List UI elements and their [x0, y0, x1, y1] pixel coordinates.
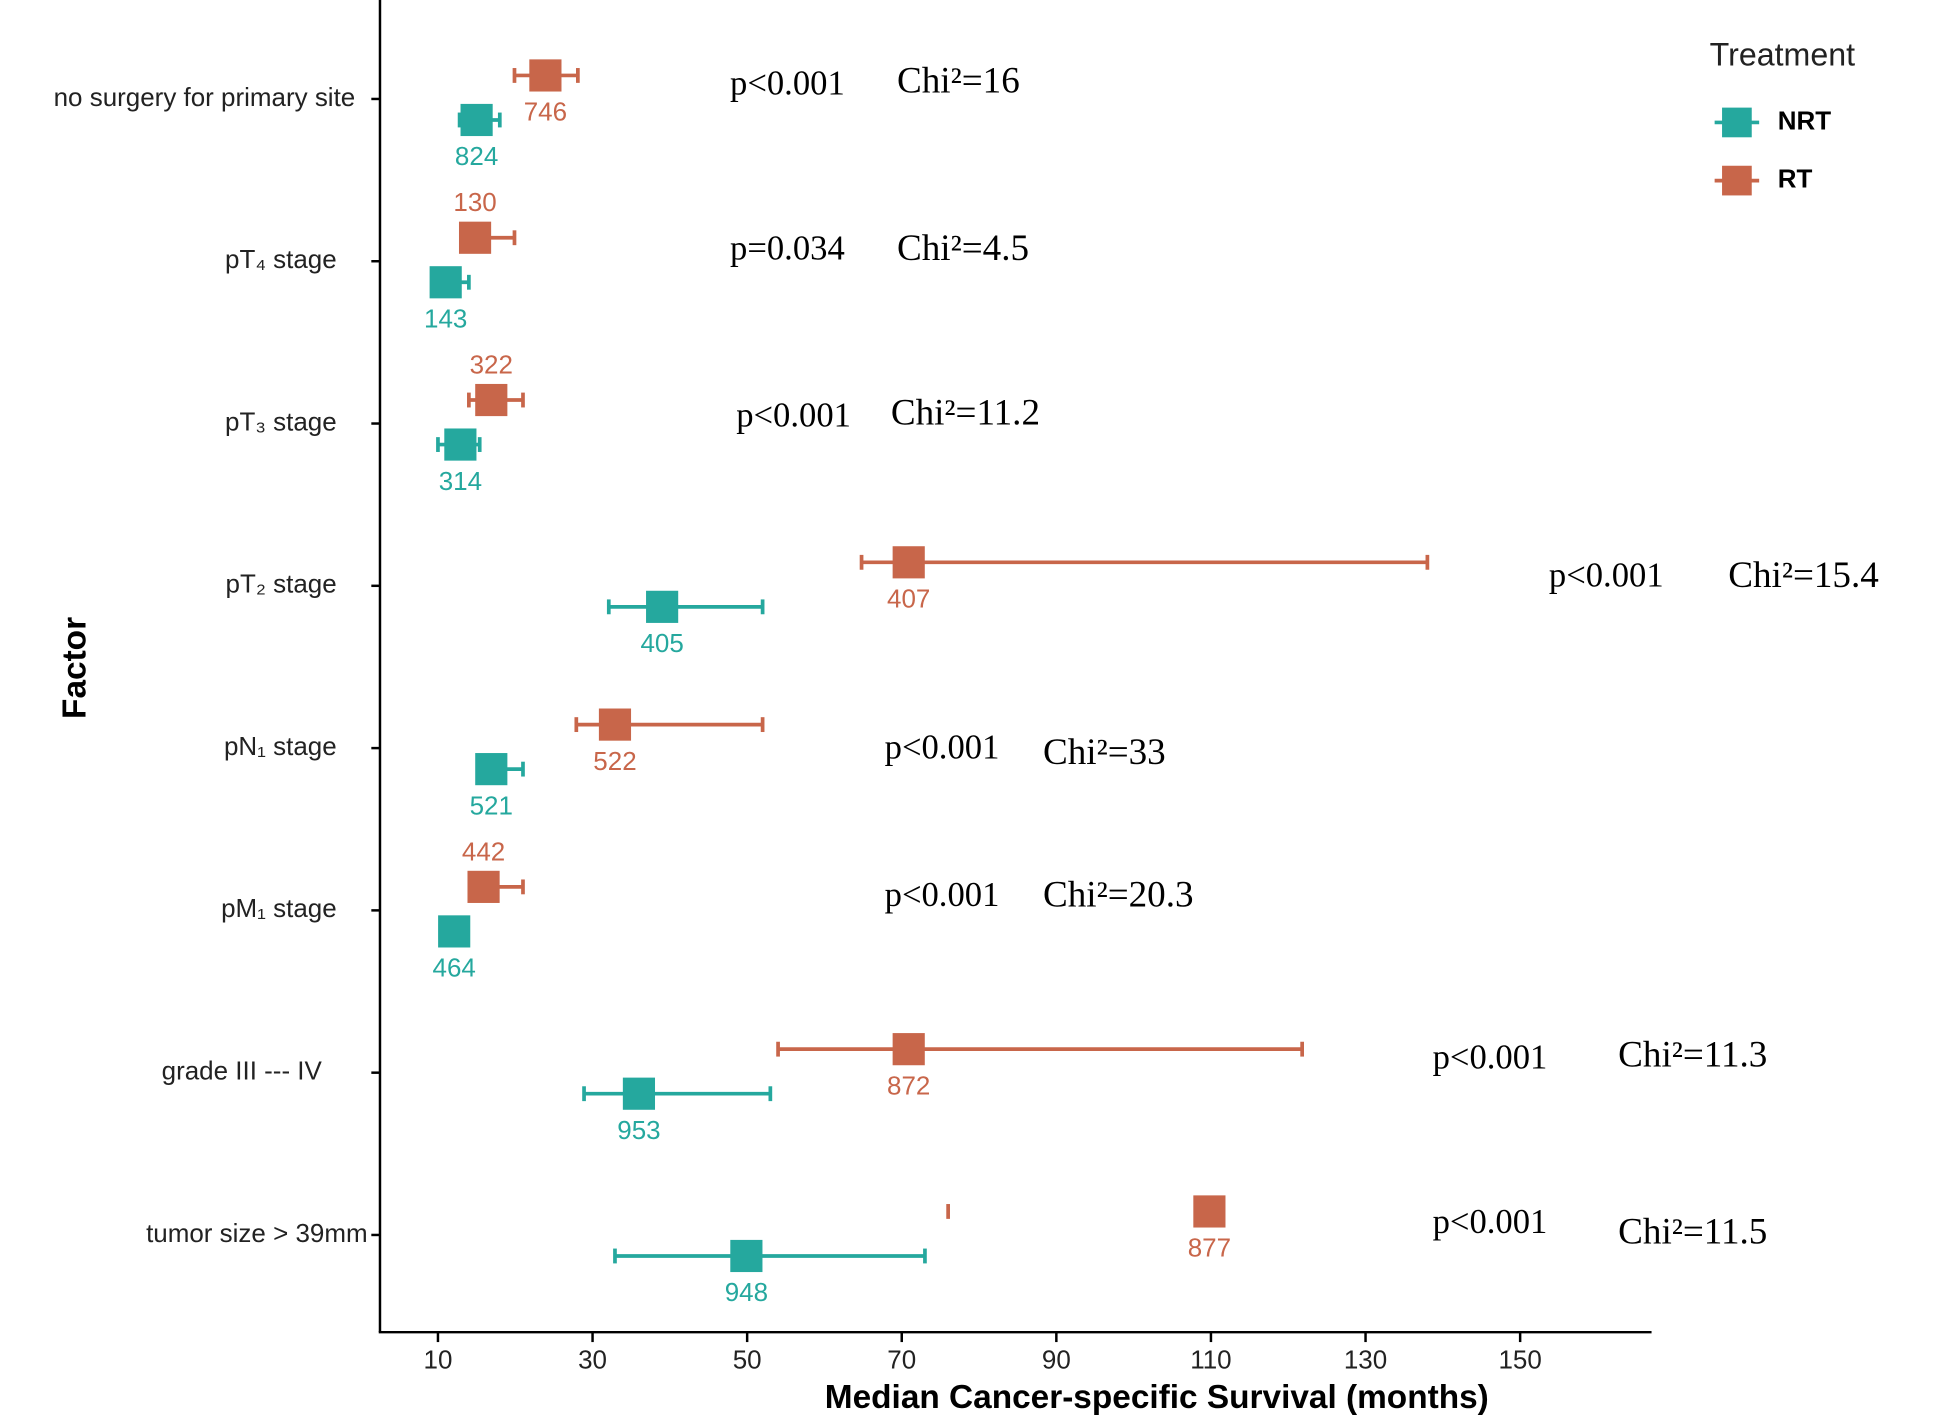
- sample-size-label: 143: [424, 303, 467, 333]
- legend-title: Treatment: [1710, 36, 1855, 72]
- p-value: p<0.001: [885, 729, 1000, 767]
- x-tick-label: 110: [1190, 1345, 1231, 1375]
- y-tick-label: no surgery for primary site: [54, 82, 356, 112]
- chi-square: Chi²=16: [897, 61, 1020, 102]
- x-tick-label: 150: [1498, 1345, 1541, 1375]
- sample-size-label: 442: [462, 836, 505, 866]
- sample-size-label: 522: [593, 746, 636, 776]
- legend-swatch: [1722, 165, 1752, 196]
- chi-square: Chi²=20.3: [1043, 875, 1194, 916]
- sample-size-label: 407: [887, 584, 930, 614]
- median-marker: [622, 1077, 656, 1110]
- median-marker: [475, 383, 508, 417]
- y-tick-label: pT₂ stage: [226, 569, 337, 599]
- chi-square: Chi²=15.4: [1728, 555, 1879, 596]
- median-marker: [475, 753, 508, 786]
- sample-size-label: 521: [470, 790, 513, 820]
- sample-size-label: 405: [640, 628, 683, 658]
- sample-size-label: 464: [433, 953, 476, 983]
- sample-size-label: 746: [524, 97, 567, 127]
- x-tick-label: 30: [578, 1345, 607, 1375]
- median-marker: [1193, 1195, 1226, 1228]
- median-marker: [444, 428, 477, 461]
- median-marker: [529, 59, 562, 92]
- p-value: p<0.001: [1433, 1203, 1548, 1241]
- sample-size-label: 877: [1188, 1233, 1231, 1263]
- sample-size-label: 314: [439, 466, 482, 496]
- median-marker: [460, 103, 493, 137]
- y-tick-label: tumor size > 39mm: [146, 1218, 368, 1248]
- y-tick-label: pT₃ stage: [225, 406, 337, 436]
- chi-square: Chi²=11.5: [1618, 1211, 1767, 1252]
- y-axis-title: Factor: [57, 617, 94, 719]
- chi-square: Chi²=11.2: [891, 393, 1040, 434]
- x-tick-label: 130: [1344, 1345, 1387, 1375]
- x-tick-label: 50: [733, 1345, 762, 1375]
- median-marker: [438, 915, 471, 948]
- median-marker: [458, 221, 492, 254]
- sample-size-label: 322: [470, 349, 513, 379]
- legend-swatch: [1722, 107, 1752, 138]
- median-marker: [646, 590, 679, 623]
- sample-size-label: 953: [617, 1115, 660, 1145]
- y-tick-label: pM₁ stage: [221, 893, 337, 923]
- median-marker: [429, 266, 462, 299]
- p-value: p<0.001: [730, 65, 845, 103]
- chi-square: Chi²=11.3: [1618, 1034, 1767, 1075]
- y-tick-label: grade III --- IV: [162, 1056, 323, 1086]
- p-value: p<0.001: [885, 876, 1000, 914]
- median-marker: [730, 1239, 763, 1273]
- sample-size-label: 824: [455, 141, 498, 171]
- median-marker: [598, 708, 632, 741]
- sample-size-label: 130: [453, 187, 496, 217]
- chi-square: Chi²=4.5: [897, 228, 1029, 269]
- y-tick-label: pT₄ stage: [225, 244, 337, 274]
- x-axis-title: Median Cancer-specific Survival (months): [825, 1379, 1489, 1416]
- legend-label: NRT: [1778, 105, 1832, 135]
- median-marker: [892, 546, 925, 579]
- sample-size-label: 948: [725, 1277, 768, 1307]
- median-marker: [892, 1033, 925, 1066]
- x-tick-label: 70: [887, 1345, 916, 1375]
- median-marker: [467, 870, 500, 903]
- p-value: p=0.034: [730, 229, 845, 267]
- sample-size-label: 872: [887, 1070, 930, 1100]
- x-tick-label: 90: [1042, 1345, 1071, 1375]
- p-value: p<0.001: [1549, 556, 1664, 594]
- p-value: p<0.001: [736, 397, 851, 435]
- x-tick-label: 10: [424, 1345, 453, 1375]
- y-tick-label: pN₁ stage: [224, 731, 337, 761]
- chi-square: Chi²=33: [1043, 732, 1166, 773]
- p-value: p<0.001: [1433, 1038, 1548, 1076]
- legend-label: RT: [1778, 163, 1813, 193]
